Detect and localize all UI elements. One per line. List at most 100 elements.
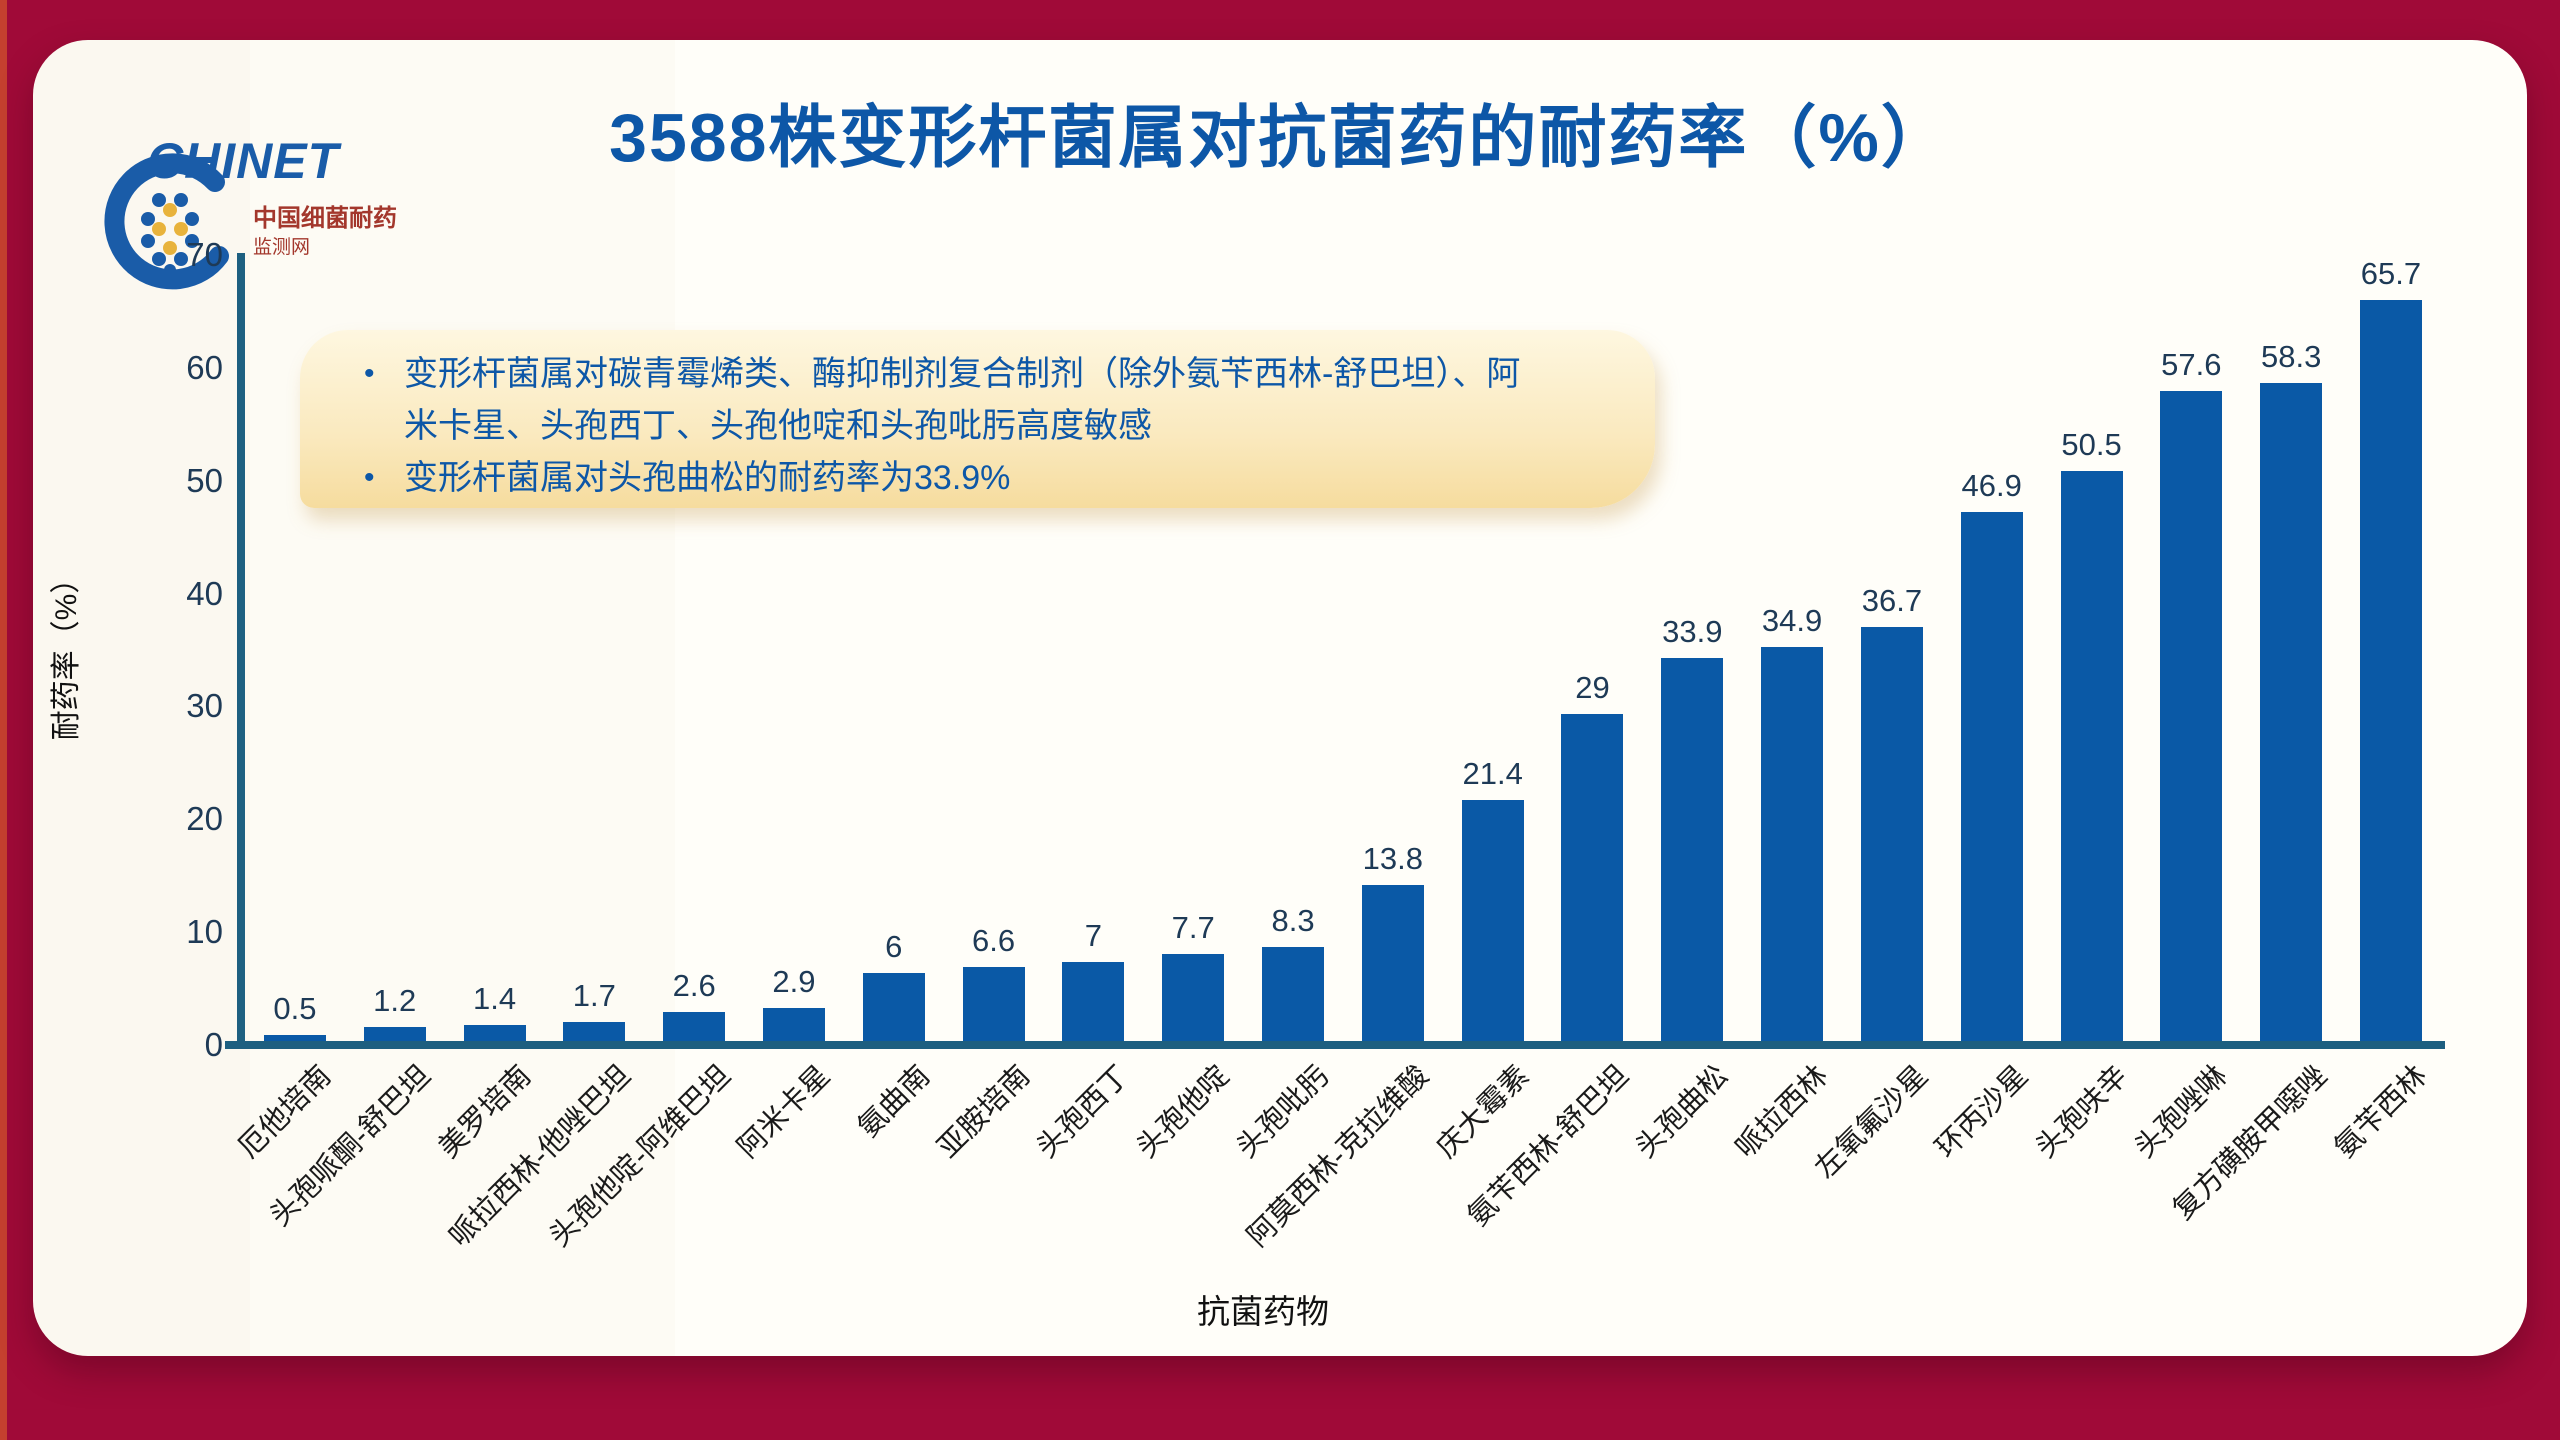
bar-value-label: 1.7 — [572, 977, 616, 1013]
bar — [563, 1021, 626, 1041]
bar-value-label: 2.9 — [772, 964, 816, 1000]
bar-slot: 2.6 — [644, 251, 744, 1041]
bar-value-label: 6.6 — [972, 922, 1016, 958]
bar — [463, 1025, 526, 1041]
bar — [1960, 511, 2023, 1041]
bar — [363, 1027, 426, 1041]
bar-slot: 46.9 — [1942, 251, 2042, 1041]
annotation-list: 变形杆菌属对碳青霉烯类、酶抑制剂复合制剂（除外氨苄西林-舒巴坦）、阿米卡星、头孢… — [346, 348, 1526, 504]
y-tick-label: 20 — [186, 800, 223, 838]
category-label: 头孢他啶 — [1130, 1059, 1236, 1165]
annotation-bullet-2: 变形杆菌属对头孢曲松的耐药率为33.9% — [346, 452, 1526, 504]
bar-value-label: 13.8 — [1362, 841, 1424, 877]
bar — [2160, 390, 2223, 1041]
bar-slot: 57.6 — [2141, 251, 2241, 1041]
bar-value-label: 1.2 — [373, 983, 417, 1019]
category-labels: 厄他培南 头孢哌酮-舒巴坦 美罗培南 哌拉西林-他唑巴坦 头孢他啶-阿维巴坦 阿米卡星 氨曲… — [233, 1054, 2441, 1314]
bar-value-label: 7.7 — [1171, 910, 1215, 946]
bar-slot: 1.7 — [544, 251, 644, 1041]
bar-slot: 29 — [1543, 251, 1643, 1041]
bar — [962, 966, 1025, 1041]
chinet-logo: CHINET 中国细菌耐药 监测网 — [97, 132, 457, 332]
bar-value-label: 8.3 — [1271, 903, 1315, 939]
bar — [1561, 713, 1624, 1041]
annotation-box: 变形杆菌属对碳青霉烯类、酶抑制剂复合制剂（除外氨苄西林-舒巴坦）、阿米卡星、头孢… — [300, 330, 1655, 508]
bar — [1761, 647, 1824, 1041]
bar — [263, 1035, 326, 1041]
category-label: 环丙沙星 — [1929, 1059, 2035, 1165]
bar-slot: 58.3 — [2241, 251, 2341, 1041]
bar-slot: 33.9 — [1642, 251, 1742, 1041]
chinet-logo-cn-line1: 中国细菌耐药 — [253, 205, 397, 232]
bar — [1262, 947, 1325, 1041]
bar — [1162, 954, 1225, 1041]
bar-slot: 2.9 — [744, 251, 844, 1041]
bar-value-label: 36.7 — [1861, 582, 1923, 618]
category-label: 阿米卡星 — [731, 1059, 837, 1165]
bar-slot: 7.7 — [1143, 251, 1243, 1041]
category-label: 氨曲南 — [851, 1059, 937, 1144]
bar-value-label: 0.5 — [273, 991, 317, 1027]
page-title: 3588株变形杆菌属对抗菌药的耐药率（%） — [609, 100, 1951, 176]
bar-value-label: 34.9 — [1761, 603, 1823, 639]
y-tick-label: 40 — [186, 574, 223, 612]
annotation-bullet-1: 变形杆菌属对碳青霉烯类、酶抑制剂复合制剂（除外氨苄西林-舒巴坦）、阿米卡星、头孢… — [346, 348, 1526, 452]
y-tick-label: 50 — [186, 461, 223, 499]
y-tick-label: 70 — [186, 236, 223, 273]
bar — [1860, 626, 1923, 1041]
bar-value-label: 65.7 — [2360, 255, 2422, 291]
bar-slot: 50.5 — [2042, 251, 2142, 1041]
y-axis-title: 耐药率（%） — [50, 563, 83, 741]
category-label: 氨苄西林 — [2328, 1059, 2434, 1165]
bar-slot: 6 — [844, 251, 944, 1041]
bar — [862, 973, 925, 1041]
y-axis-line — [237, 253, 245, 1049]
bar — [1062, 962, 1125, 1041]
bar-value-label: 46.9 — [1961, 467, 2022, 503]
bar-value-label: 6 — [885, 929, 903, 965]
chinet-logo-cn-line2: 监测网 — [253, 237, 311, 258]
category-label: 亚胺培南 — [931, 1059, 1036, 1165]
bar — [2359, 299, 2422, 1041]
bar-slot: 65.7 — [2341, 251, 2441, 1041]
bar — [2260, 383, 2323, 1041]
bar-slot: 1.2 — [345, 251, 445, 1041]
x-axis-title: 抗菌药物 — [1197, 1293, 1329, 1330]
bar-slot: 7 — [1044, 251, 1144, 1041]
y-tick-label: 30 — [186, 687, 223, 725]
bar — [663, 1011, 726, 1041]
y-tick-label: 0 — [204, 1026, 223, 1063]
category-label: 头孢曲松 — [1629, 1059, 1735, 1165]
bar-value-label: 57.6 — [2161, 346, 2222, 382]
bar — [1361, 885, 1424, 1041]
bar-slot: 34.9 — [1742, 251, 1842, 1041]
x-axis-line — [225, 1041, 2445, 1049]
bar-slot: 36.7 — [1842, 251, 1942, 1041]
left-edge-accent — [0, 0, 7, 1440]
bar-value-label: 29 — [1575, 669, 1610, 705]
bar-slot: 1.4 — [445, 251, 545, 1041]
bar-value-label: 58.3 — [2260, 339, 2322, 375]
chinet-logo-text: CHINET — [147, 133, 340, 189]
bar-slot: 13.8 — [1343, 251, 1443, 1041]
chinet-logo-icon — [104, 153, 229, 290]
bar-slot: 8.3 — [1243, 251, 1343, 1041]
bar — [762, 1008, 825, 1041]
y-tick-label: 10 — [186, 913, 223, 951]
bar-slot: 21.4 — [1443, 251, 1543, 1041]
y-tick-label: 60 — [186, 348, 223, 386]
bar — [2060, 471, 2123, 1041]
bar-slot: 6.6 — [944, 251, 1044, 1041]
bar-slot: 0.5 — [245, 251, 345, 1041]
bar-value-label: 7 — [1084, 918, 1103, 953]
bar-value-label: 33.9 — [1662, 614, 1723, 650]
category-label: 头孢西丁 — [1031, 1059, 1136, 1165]
bar-value-label: 50.5 — [2061, 427, 2122, 463]
bar-value-label: 1.4 — [472, 981, 517, 1017]
bar-series: 0.5 1.2 1.4 1.7 2.6 2.9 6 6.6 7 7.7 8.3 13.8 21.4 29 3… — [245, 251, 2441, 1041]
bar — [1661, 658, 1724, 1041]
category-label: 头孢呋辛 — [2029, 1059, 2134, 1165]
bar-value-label: 2.6 — [672, 967, 716, 1003]
slide-card: CHINET 中国细菌耐药 监测网 3588株变形杆菌属对抗菌药的耐药率（%） … — [33, 40, 2527, 1356]
y-axis-ticks: 0 10 20 30 40 50 60 70 — [93, 40, 223, 1140]
